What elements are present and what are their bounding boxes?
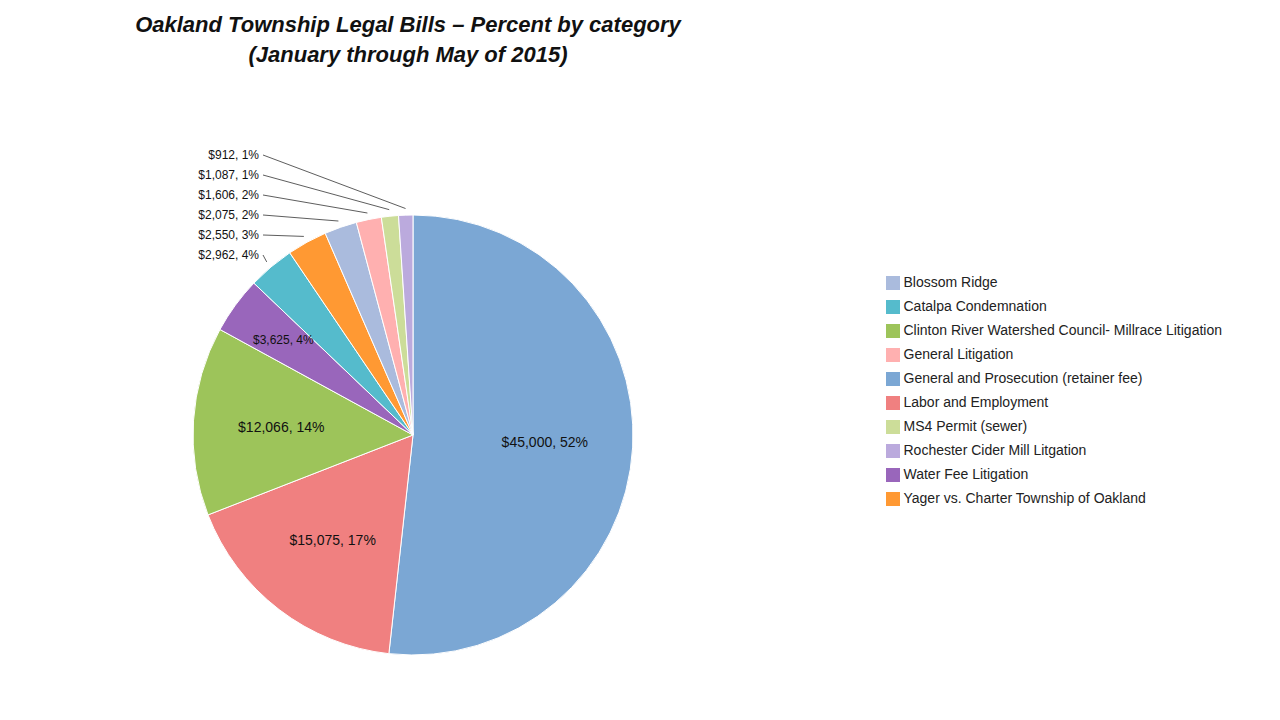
html-text:Yager vs. Charter Township of: Yager vs. Charter Township of Oakland <box>903 490 1146 506</box>
svg-text:$15,075, 17%: $15,075, 17% <box>289 532 375 548</box>
svg-text:$912, 1%: $912, 1% <box>208 148 259 162</box>
svg-text:$2,962, 4%: $2,962, 4% <box>198 248 259 262</box>
html-text:(January through May of 2015): (January through May of 2015) <box>248 42 568 67</box>
html-text:Labor and Employment: Labor and Employment <box>903 394 1049 410</box>
html-text:Rochester Cider Mill Litgation: Rochester Cider Mill Litgation <box>903 442 1087 458</box>
svg-text:$3,625, 4%: $3,625, 4% <box>253 333 314 347</box>
html-text:Catalpa Condemnation: Catalpa Condemnation <box>903 298 1047 314</box>
html-text:MS4 Permit (sewer): MS4 Permit (sewer) <box>903 418 1028 434</box>
html-text:Clinton River Watershed Counci: Clinton River Watershed Council- Millrac… <box>903 322 1222 338</box>
html-text:Blossom Ridge: Blossom Ridge <box>903 274 998 290</box>
svg-text:$1,087, 1%: $1,087, 1% <box>198 168 259 182</box>
html-text:Water Fee Litigation: Water Fee Litigation <box>903 466 1029 482</box>
html-text:Oakland Township Legal Bills –: Oakland Township Legal Bills – Percent b… <box>135 12 681 37</box>
svg-text:$1,606, 2%: $1,606, 2% <box>198 188 259 202</box>
html-text:General and Prosecution (retai: General and Prosecution (retainer fee) <box>903 370 1143 386</box>
svg-text:$2,075, 2%: $2,075, 2% <box>198 208 259 222</box>
html-text:General Litigation: General Litigation <box>903 346 1014 362</box>
svg-text:$12,066, 14%: $12,066, 14% <box>238 419 324 435</box>
svg-text:$45,000, 52%: $45,000, 52% <box>502 434 588 450</box>
svg-text:$2,550, 3%: $2,550, 3% <box>198 228 259 242</box>
